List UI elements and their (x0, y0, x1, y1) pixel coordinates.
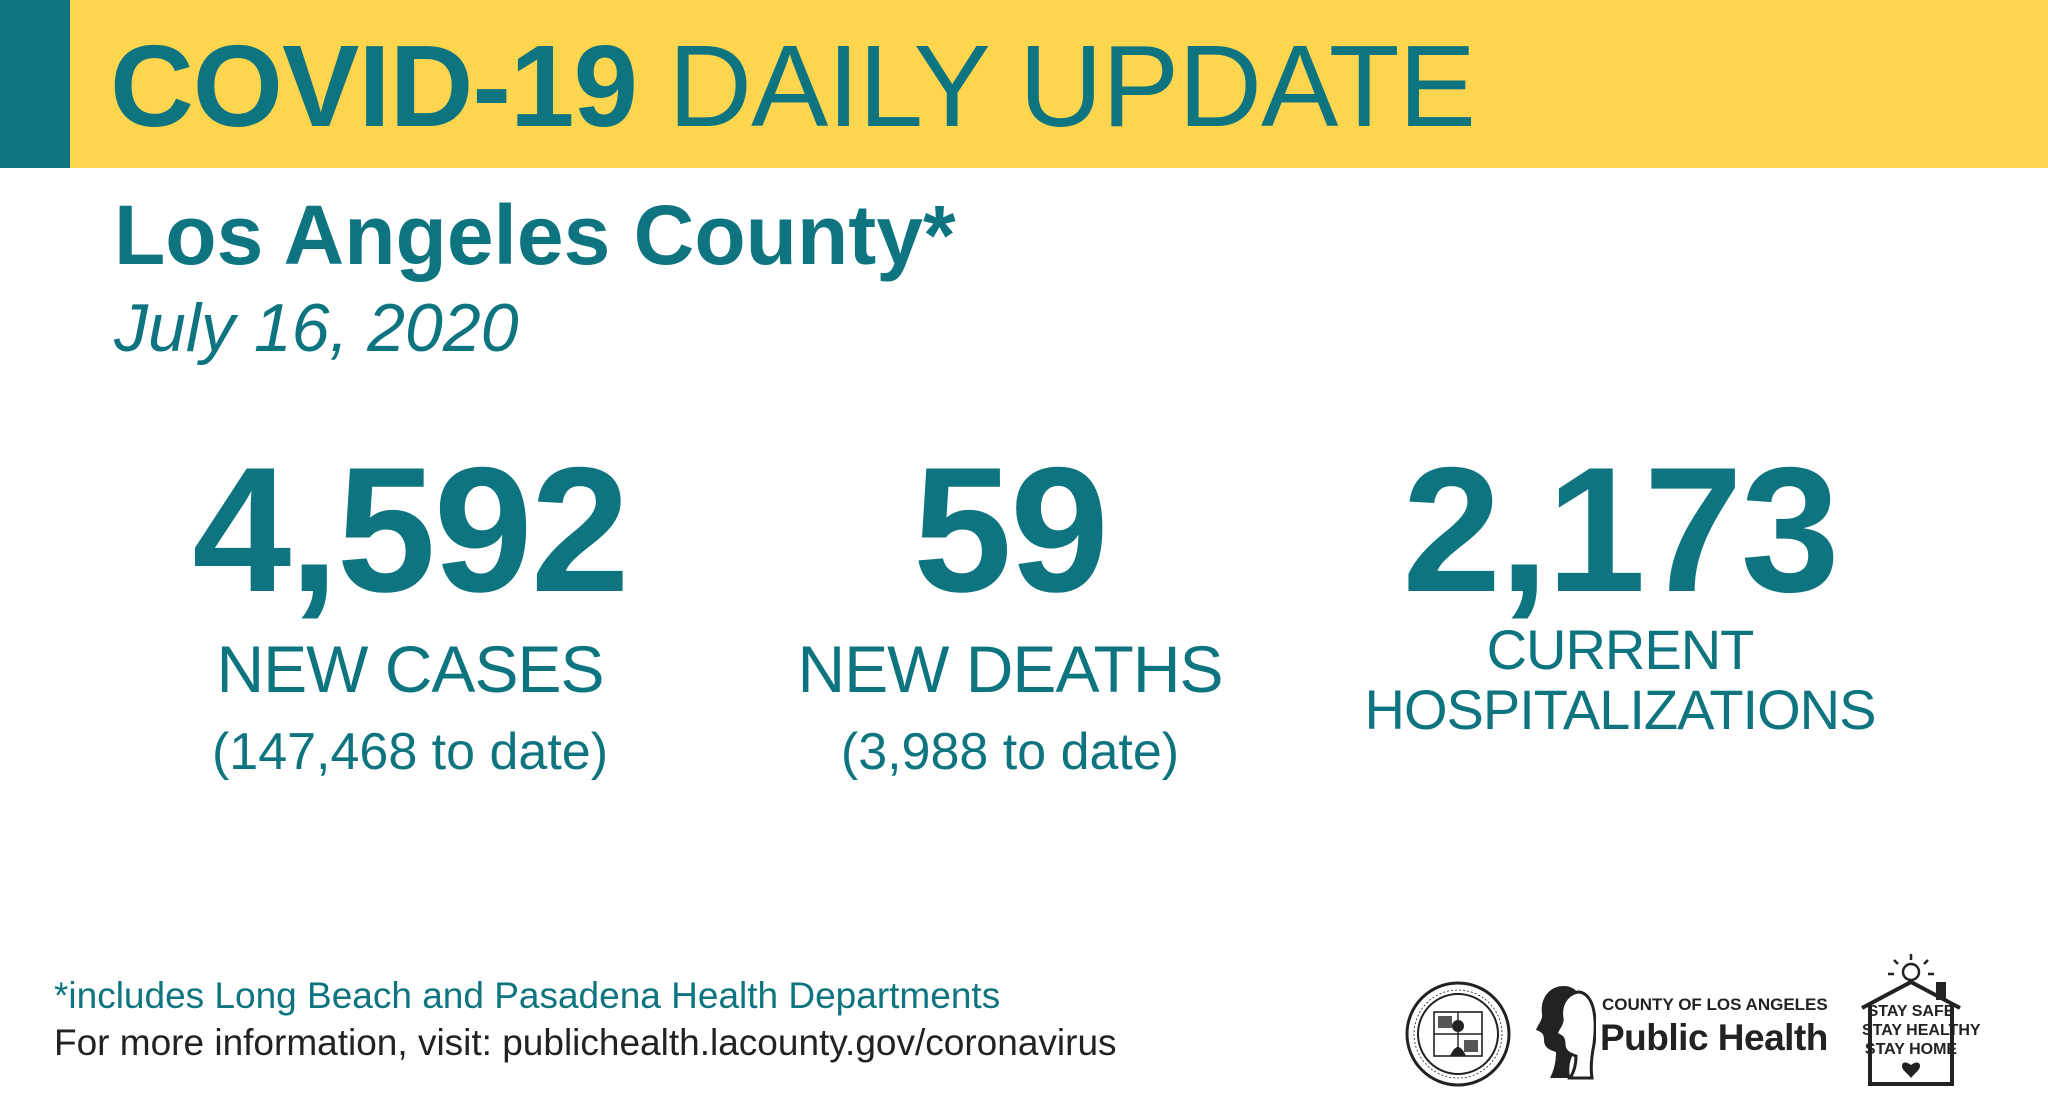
stat-new-deaths: 59 NEW DEATHS (3,988 to date) (740, 430, 1280, 781)
title-rest: DAILY UPDATE (668, 21, 1476, 151)
stay-home-text: STAY SAFE STAY HEALTHY STAY HOME (1862, 1002, 1981, 1059)
header-banner (0, 0, 2048, 168)
deaths-to-date: (3,988 to date) (840, 723, 1180, 781)
new-cases-value: 4,592 (192, 430, 629, 629)
report-date: July 16, 2020 (114, 290, 519, 366)
hospitalizations-value: 2,173 (1402, 430, 1839, 629)
hospitalizations-label-line1: CURRENT (1486, 618, 1755, 681)
stat-new-cases: 4,592 NEW CASES (147,468 to date) (150, 430, 670, 781)
stat-hospitalizations: 2,173 CURRENT HOSPITALIZATIONS (1340, 440, 1900, 740)
public-health-profiles-icon (1536, 986, 1596, 1080)
public-health-county-text: COUNTY OF LOS ANGELES (1602, 995, 1828, 1014)
title-bold: COVID-19 (110, 21, 638, 151)
footnote: *includes Long Beach and Pasadena Health… (54, 975, 1001, 1016)
new-cases-label: NEW CASES (216, 632, 604, 706)
public-health-logo-text: Public Health (1600, 1017, 1828, 1058)
info-link[interactable]: For more information, visit: publichealt… (54, 1022, 1117, 1063)
cases-to-date: (147,468 to date) (211, 723, 609, 781)
new-deaths-value: 59 (913, 430, 1109, 629)
stay-healthy-text: STAY HEALTHY (1862, 1022, 1981, 1039)
stay-safe-text: STAY SAFE (1867, 1003, 1955, 1020)
hospitalizations-label-line2: HOSPITALIZATIONS (1364, 678, 1877, 741)
county-seal-icon (1405, 981, 1511, 1087)
stay-home-line-text: STAY HOME (1864, 1041, 1958, 1058)
banner-accent-bar (0, 0, 70, 168)
page-title: COVID-19 DAILY UPDATE (110, 28, 1476, 144)
new-deaths-label: NEW DEATHS (797, 632, 1223, 706)
stay-home-house-icon (1861, 954, 1961, 1086)
county-name: Los Angeles County* (114, 188, 956, 282)
